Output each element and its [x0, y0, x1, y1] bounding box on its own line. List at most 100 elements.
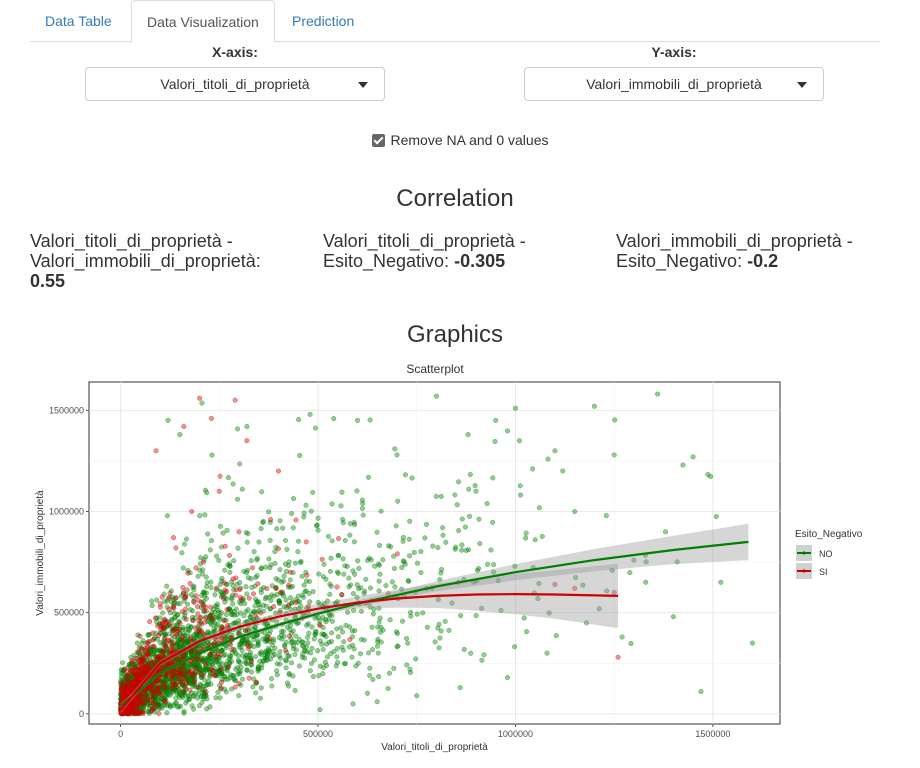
- scatter-point-no: [239, 486, 245, 492]
- scatter-point-no: [438, 493, 444, 499]
- scatter-point-no: [523, 530, 529, 536]
- tab-data-visualization[interactable]: Data Visualization: [131, 0, 275, 43]
- scatter-point-no: [362, 588, 368, 594]
- scatter-point-no: [374, 699, 380, 705]
- scatter-point-si: [200, 559, 207, 565]
- scatter-point-no: [312, 425, 319, 431]
- scatter-point-no: [303, 588, 309, 594]
- scatter-point-no: [282, 657, 289, 663]
- scatter-point-si: [148, 682, 155, 688]
- scatter-point-no: [336, 552, 342, 559]
- scatter-point-no: [239, 648, 245, 654]
- scatter-point-no: [386, 670, 393, 676]
- scatter-point-no: [392, 446, 398, 452]
- scatter-point-no: [407, 518, 413, 524]
- scatter-point-no: [328, 555, 334, 561]
- scatter-point-no: [295, 620, 302, 626]
- x-axis-select[interactable]: Valori_titoli_di_proprietà: [85, 67, 385, 101]
- scatter-point-no: [713, 514, 719, 520]
- scatter-point-si: [197, 395, 203, 401]
- scatter-point-no: [335, 570, 341, 576]
- scatter-point-no: [261, 658, 267, 664]
- scatter-point-no: [205, 531, 211, 537]
- scatter-point-no: [208, 579, 214, 585]
- scatter-point-si: [172, 626, 178, 632]
- scatter-point-no: [295, 538, 302, 544]
- scatter-point-si: [244, 438, 250, 444]
- scatter-point-no: [420, 610, 426, 616]
- scatter-point-no: [257, 695, 263, 701]
- scatter-point-no: [181, 708, 187, 714]
- scatter-point-si: [141, 694, 147, 700]
- scatter-point-si: [194, 604, 201, 610]
- scatter-point-no: [354, 582, 360, 588]
- scatter-point-no: [385, 685, 391, 692]
- scatter-point-no: [236, 693, 242, 699]
- scatter-point-no: [268, 562, 274, 568]
- scatter-point-no: [164, 710, 170, 716]
- scatter-point-si: [181, 688, 187, 694]
- scatter-point-no: [473, 613, 479, 619]
- scatter-point-no: [197, 513, 203, 519]
- scatter-point-si: [150, 689, 156, 696]
- scatter-point-si: [196, 618, 202, 624]
- scatter-point-si: [180, 584, 186, 591]
- scatter-point-si: [157, 604, 163, 610]
- scatter-point-no: [265, 651, 271, 657]
- scatter-point-no: [341, 571, 347, 577]
- scatter-point-si: [264, 585, 270, 592]
- scatter-point-si: [187, 580, 193, 587]
- scatter-point-no: [203, 554, 209, 560]
- scatter-point-no: [190, 584, 196, 590]
- scatter-point-no: [299, 573, 305, 579]
- scatter-point-no: [407, 666, 413, 672]
- scatter-point-no: [296, 417, 302, 423]
- y-axis-select[interactable]: Valori_immobili_di_proprietà: [524, 67, 824, 101]
- scatter-point-no: [459, 542, 465, 548]
- scatter-point-si: [133, 701, 140, 707]
- tab-data-table[interactable]: Data Table: [45, 13, 112, 29]
- scatter-point-no: [591, 403, 597, 409]
- scatter-point-no: [456, 479, 462, 485]
- scatter-point-si: [287, 569, 293, 575]
- scatter-point-no: [225, 562, 231, 568]
- scatter-point-no: [280, 525, 286, 531]
- scatter-point-no: [391, 665, 397, 671]
- scatter-point-no: [258, 651, 264, 658]
- scatter-point-no: [315, 648, 321, 654]
- scatter-point-no: [215, 689, 221, 695]
- scatter-point-no: [414, 611, 420, 617]
- scatter-point-no: [358, 636, 364, 642]
- scatter-point-no: [361, 637, 367, 643]
- scatter-point-no: [367, 417, 373, 423]
- scatter-point-no: [211, 626, 217, 632]
- scatter-point-si: [336, 536, 342, 542]
- scatter-point-no: [208, 622, 215, 628]
- scatterplot-chart: 0 500000 1000000 1500000 0 500000 1000000 15000…: [35, 381, 863, 753]
- scatter-point-no: [372, 563, 378, 569]
- scatter-point-no: [350, 568, 356, 574]
- scatter-point-no: [238, 664, 244, 670]
- scatter-point-no: [309, 624, 315, 630]
- remove-na-checkbox[interactable]: [371, 134, 385, 147]
- scatter-point-no: [375, 636, 381, 642]
- scatter-point-no: [323, 576, 329, 582]
- scatter-point-no: [254, 573, 260, 579]
- scatter-point-si: [163, 685, 169, 691]
- tab-prediction[interactable]: Prediction: [292, 13, 355, 29]
- scatter-point-si: [200, 603, 207, 610]
- scatter-point-si: [202, 619, 208, 625]
- scatter-point-si: [219, 679, 225, 685]
- scatter-point-no: [405, 578, 411, 584]
- scatter-point-si: [250, 591, 257, 597]
- scatter-point-no: [401, 559, 407, 565]
- scatter-point-no: [341, 661, 347, 667]
- scatter-point-no: [418, 570, 424, 576]
- scatter-point-no: [217, 664, 223, 670]
- scatter-point-no: [374, 529, 380, 535]
- scatter-point-no: [217, 523, 223, 529]
- scatter-point-no: [466, 513, 473, 519]
- scatter-point-no: [185, 693, 191, 699]
- scatter-point-no: [347, 624, 353, 630]
- scatter-point-no: [242, 655, 249, 661]
